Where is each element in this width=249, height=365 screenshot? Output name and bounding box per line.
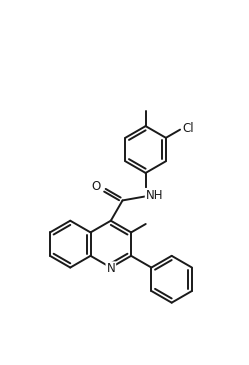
Text: Cl: Cl: [182, 122, 194, 135]
Text: N: N: [107, 262, 115, 275]
Text: NH: NH: [145, 189, 163, 201]
Text: O: O: [91, 180, 101, 193]
